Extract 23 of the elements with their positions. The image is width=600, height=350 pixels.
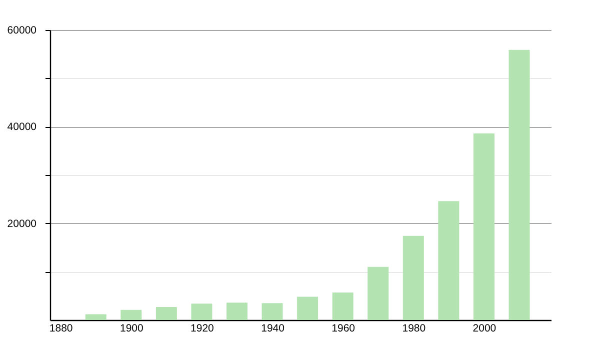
x-tick-label: 1940 [261,322,285,334]
bar [191,304,212,320]
bar [438,201,460,320]
bar [156,306,177,320]
y-tick-label: 40000 [7,121,37,134]
x-tick-label: 1880 [49,322,73,334]
x-tick-label: 2000 [472,322,496,334]
bar [120,310,142,320]
x-tick-label: 1900 [120,322,144,334]
y-tick-label: 60000 [7,24,37,36]
x-tick-label: 1980 [402,322,426,334]
bar [508,50,530,320]
bar [297,296,318,320]
bar [368,266,389,320]
bar [85,314,106,320]
bar [473,133,494,320]
y-tick-label: 20000 [7,218,37,230]
bar [402,236,424,320]
bar [226,302,248,320]
bar [262,303,283,320]
x-tick-label: 1920 [190,322,214,334]
x-tick-label: 1960 [332,322,356,334]
bar [332,292,354,320]
